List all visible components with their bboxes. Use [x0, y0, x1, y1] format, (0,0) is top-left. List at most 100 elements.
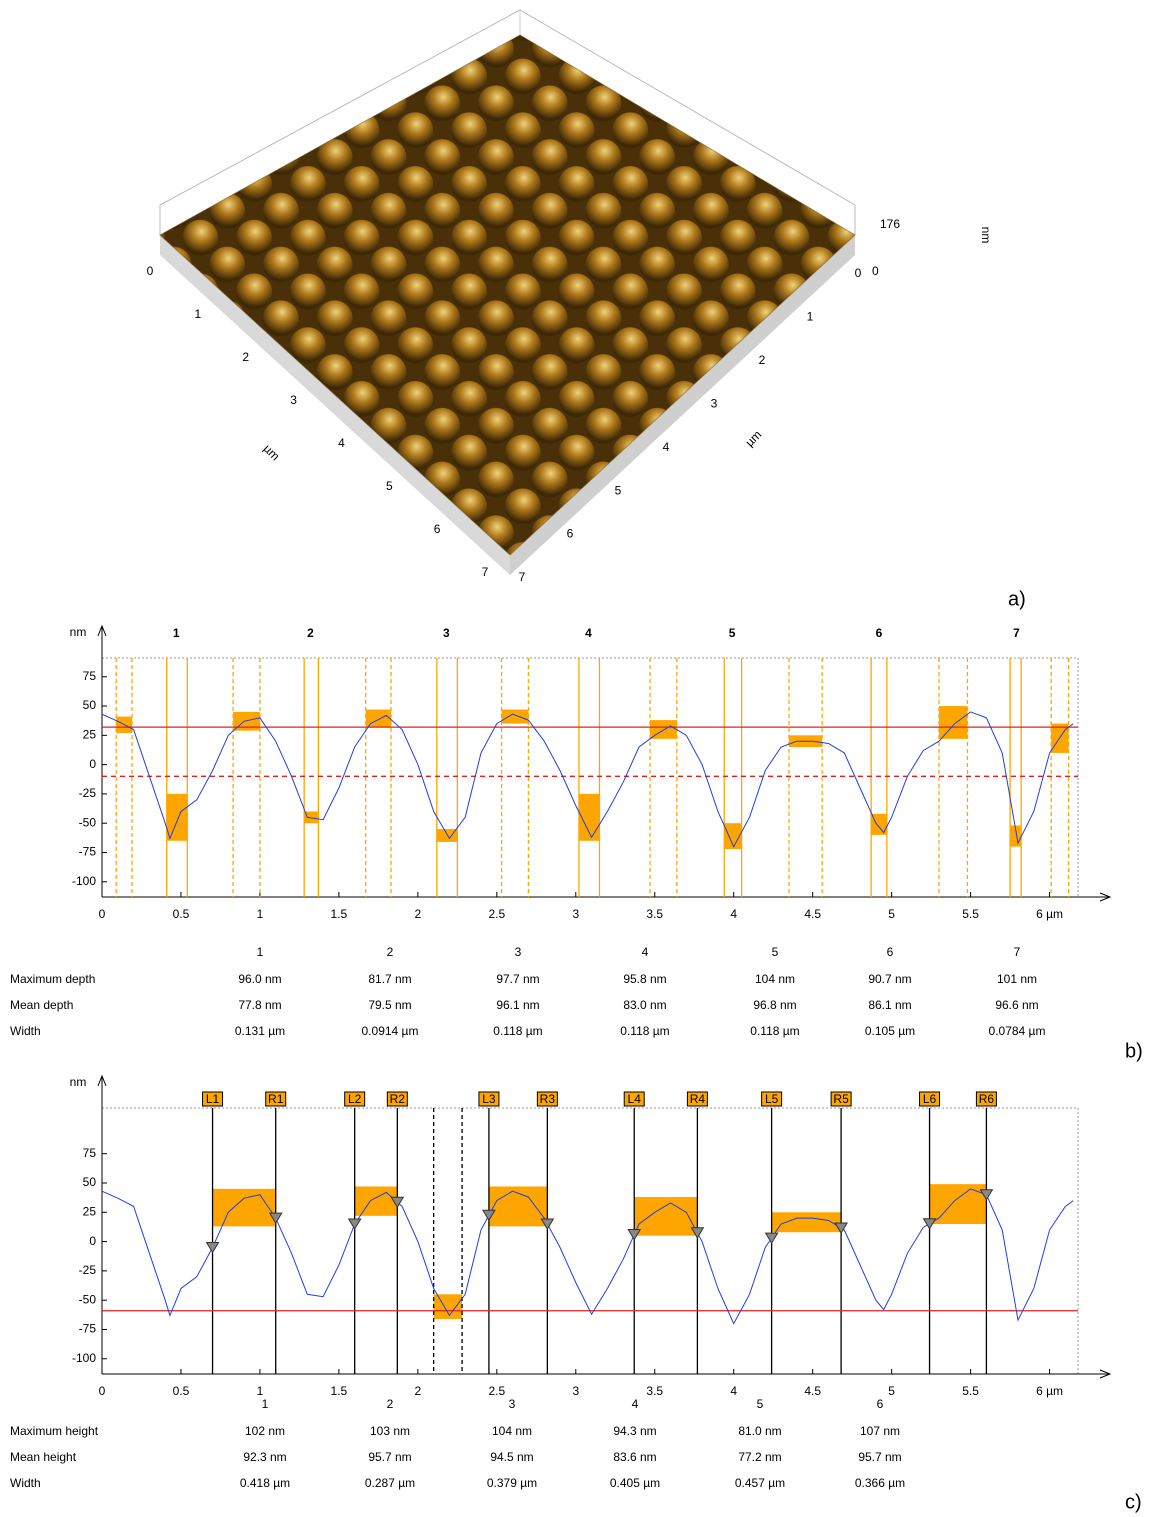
- zone: [488, 1186, 548, 1227]
- table-cell: 0.0784 µm: [989, 1024, 1046, 1038]
- axis-tick-label: 5: [615, 483, 622, 497]
- axis-tick-label: 6: [434, 522, 441, 536]
- y-axis-arrow: [97, 1074, 107, 1087]
- table-row-label: Maximum depth: [10, 972, 95, 986]
- annotation-box: [761, 1091, 783, 1107]
- table-header: 6: [887, 945, 894, 959]
- table-cell: 94.5 nm: [490, 1450, 533, 1464]
- table-row-label: Width: [10, 1024, 41, 1038]
- annotation: L6: [923, 1092, 937, 1106]
- x-tick-label: 4.5: [804, 1384, 821, 1398]
- annotation: 7: [1013, 626, 1020, 640]
- y-tick-label: 50: [83, 1175, 97, 1189]
- annotation: R3: [540, 1092, 556, 1106]
- edge-marker: [205, 1241, 220, 1254]
- annotation-box: [536, 1091, 558, 1107]
- x-tick-label: 4.5: [804, 907, 821, 921]
- x-tick-label: 5.5: [962, 1384, 979, 1398]
- x-tick-label: 0: [99, 1384, 106, 1398]
- table-header: 5: [757, 1397, 764, 1411]
- axis-tick-label: 3: [290, 393, 297, 407]
- table-header: 7: [1014, 945, 1021, 959]
- zone: [724, 823, 742, 849]
- table-header: 2: [387, 1397, 394, 1411]
- table-cell: 95.8 nm: [623, 972, 666, 986]
- zone: [634, 1197, 698, 1236]
- table-cell: 0.379 µm: [487, 1476, 537, 1490]
- table-header: 4: [642, 945, 649, 959]
- x-tick-label: 0.5: [173, 1384, 190, 1398]
- plot-frame: [101, 1107, 1079, 1375]
- axis-unit: µm: [261, 441, 283, 463]
- x-tick-label: 4: [730, 907, 737, 921]
- table-cell: 81.7 nm: [368, 972, 411, 986]
- table-cell: 83.6 nm: [613, 1450, 656, 1464]
- table-cell: 0.405 µm: [610, 1476, 660, 1490]
- annotation-box: [344, 1091, 366, 1107]
- z-tick-label: 0: [872, 264, 879, 278]
- table-cell: 0.118 µm: [750, 1024, 799, 1038]
- table-cell: 107 nm: [860, 1424, 900, 1438]
- annotation: L1: [206, 1092, 220, 1106]
- axis-tick-label: 7: [482, 565, 489, 579]
- annotation: 4: [585, 626, 592, 640]
- table-cell: 96.1 nm: [496, 998, 539, 1012]
- table-cell: 0.418 µm: [240, 1476, 290, 1490]
- annotation: R1: [268, 1092, 284, 1106]
- x-tick-label: 1.5: [331, 907, 348, 921]
- y-tick-label: -25: [79, 786, 97, 800]
- axis-tick-label: 2: [242, 350, 249, 364]
- table-cell: 96.8 nm: [753, 998, 796, 1012]
- zone: [436, 829, 458, 842]
- y-tick-label: -50: [79, 815, 97, 829]
- y-tick-label: -25: [79, 1263, 97, 1277]
- x-tick-label: 1.5: [331, 1384, 348, 1398]
- edge-marker: [979, 1189, 994, 1201]
- edge-marker: [268, 1212, 283, 1225]
- z-tick-label: 176: [880, 217, 900, 231]
- panel-label: a): [1008, 588, 1026, 610]
- annotation-box: [265, 1091, 287, 1107]
- y-tick-label: 75: [83, 1146, 97, 1160]
- annotation-box: [975, 1091, 997, 1107]
- table-cell: 83.0 nm: [623, 998, 666, 1012]
- axis-tick-label: 7: [519, 570, 526, 584]
- x-tick-label: 2.5: [488, 1384, 505, 1398]
- table-cell: 0.118 µm: [493, 1024, 542, 1038]
- x-tick-label: 5: [888, 907, 895, 921]
- edge-marker: [540, 1218, 555, 1230]
- axis-tick-label: 4: [663, 440, 670, 454]
- x-tick-label: 6 µm: [1036, 1384, 1063, 1398]
- table-cell: 0.457 µm: [735, 1476, 785, 1490]
- x-tick-label: 2: [415, 907, 422, 921]
- table-header: 4: [632, 1397, 639, 1411]
- zone: [771, 1212, 842, 1233]
- axis-tick-label: 3: [711, 396, 718, 410]
- y-tick-label: 0: [89, 1234, 96, 1248]
- zone: [304, 811, 319, 824]
- axis-tick-label: 1: [195, 307, 202, 321]
- y-tick-label: -75: [79, 845, 97, 859]
- x-tick-label: 1: [257, 907, 264, 921]
- edge-marker: [347, 1218, 362, 1230]
- table-cell: 79.5 nm: [368, 998, 411, 1012]
- annotation-box: [686, 1091, 708, 1107]
- table-row-label: Width: [10, 1476, 41, 1490]
- y-tick-label: 25: [83, 1204, 97, 1218]
- edge-marker: [627, 1229, 642, 1241]
- x-tick-label: 2: [415, 1384, 422, 1398]
- table-cell: 94.3 nm: [613, 1424, 656, 1438]
- table-header: 6: [877, 1397, 884, 1411]
- edge-marker: [690, 1227, 705, 1239]
- annotation: L5: [765, 1092, 779, 1106]
- x-tick-label: 0: [99, 907, 106, 921]
- annotation: L2: [348, 1092, 362, 1106]
- table-cell: 81.0 nm: [738, 1424, 781, 1438]
- table-cell: 77.8 nm: [238, 998, 281, 1012]
- x-tick-label: 6 µm: [1036, 907, 1063, 921]
- zone: [212, 1188, 276, 1227]
- table-cell: 90.7 nm: [868, 972, 911, 986]
- axis-tick-label: 0: [147, 264, 154, 278]
- axis-tick-label: 1: [807, 310, 814, 324]
